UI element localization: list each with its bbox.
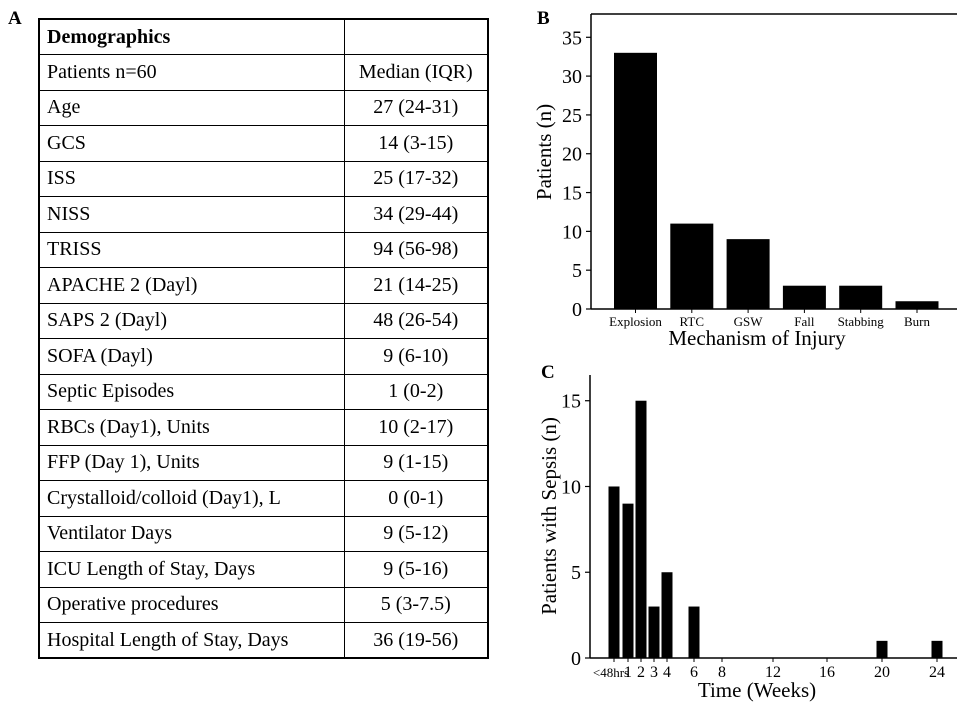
demographics-table: Demographics Patients n=60 Median (IQR) Age… (38, 18, 489, 659)
x-tick-label: 16 (819, 664, 835, 681)
row-label: GCS (38, 125, 345, 162)
x-tick-label: 24 (929, 664, 945, 681)
bar-lt-48hrs (608, 486, 620, 658)
x-tick-label: Burn (904, 314, 931, 329)
table-row: NISS 34 (29-44) (38, 196, 489, 233)
x-tick-label: Fall (794, 314, 815, 329)
row-label: Ventilator Days (38, 515, 345, 552)
table-row: Ventilator Days 9 (5-12) (38, 515, 489, 552)
bar-explosion (614, 52, 657, 309)
bar-4 (661, 572, 673, 658)
x-axis-title: Time (Weeks) (698, 678, 816, 702)
y-tick-label: 10 (562, 221, 582, 243)
y-axis-title: Patients (n) (532, 104, 556, 200)
x-tick-label: 4 (663, 664, 671, 681)
x-tick-label: 8 (718, 664, 726, 681)
y-tick-label: 20 (562, 144, 582, 166)
y-tick-label: 0 (571, 648, 581, 670)
row-value: 27 (24-31) (343, 89, 489, 126)
y-tick-label: 15 (561, 391, 581, 413)
row-value: 0 (0-1) (343, 480, 489, 517)
bar-2 (635, 400, 647, 658)
y-tick-label: 0 (572, 299, 582, 321)
table-header-title: Demographics (38, 18, 345, 55)
panel-c-letter: C (541, 362, 555, 383)
row-value: Median (IQR) (343, 54, 489, 91)
x-tick-label: Stabbing (838, 314, 885, 329)
bar-20 (876, 640, 888, 658)
bar-6 (688, 606, 700, 658)
row-label: SAPS 2 (Dayl) (38, 302, 345, 339)
bar-3 (648, 606, 660, 658)
y-tick-label: 5 (571, 562, 581, 584)
table-row: FFP (Day 1), Units 9 (1-15) (38, 444, 489, 481)
row-label: RBCs (Day1), Units (38, 409, 345, 446)
row-label: TRISS (38, 231, 345, 268)
x-tick-label: GSW (734, 314, 764, 329)
panel-b-letter: B (537, 8, 550, 29)
bar-rtc (670, 223, 714, 309)
x-tick-label: 3 (650, 664, 658, 681)
bar-24 (931, 640, 943, 658)
row-value: 9 (5-12) (343, 515, 489, 552)
table-row: GCS 14 (3-15) (38, 125, 489, 162)
table-row: Hospital Length of Stay, Days 36 (19-56) (38, 622, 489, 659)
bar-fall (782, 285, 826, 309)
x-tick-label: <48hrs (593, 665, 629, 680)
row-label: Hospital Length of Stay, Days (38, 622, 345, 659)
y-tick-label: 10 (561, 476, 581, 498)
row-value: 36 (19-56) (343, 622, 489, 659)
row-value: 48 (26-54) (343, 302, 489, 339)
table-row: APACHE 2 (Dayl) 21 (14-25) (38, 267, 489, 304)
x-tick-label: 20 (874, 664, 890, 681)
x-tick-label: 2 (637, 664, 645, 681)
y-tick-label: 15 (562, 183, 582, 205)
y-tick-label: 25 (562, 105, 582, 127)
y-tick-label: 5 (572, 260, 582, 282)
x-tick-label: Explosion (609, 314, 662, 329)
x-tick-label: 12 (765, 664, 781, 681)
table-header-row: Demographics (38, 18, 489, 55)
y-tick-label: 35 (562, 27, 582, 49)
x-axis-title: Mechanism of Injury (668, 326, 846, 350)
row-value: 21 (14-25) (343, 267, 489, 304)
x-tick-label: 6 (690, 664, 698, 681)
table-row: ISS 25 (17-32) (38, 160, 489, 197)
bar-1 (622, 503, 634, 658)
row-label: FFP (Day 1), Units (38, 444, 345, 481)
panel-a-letter: A (8, 8, 22, 29)
bar-gsw (726, 239, 770, 309)
row-label: APACHE 2 (Dayl) (38, 267, 345, 304)
table-row: Age 27 (24-31) (38, 89, 489, 126)
table-row: SAPS 2 (Dayl) 48 (26-54) (38, 302, 489, 339)
y-axis-title: Patients with Sepsis (n) (537, 417, 561, 615)
bar-stabbing (839, 285, 883, 309)
row-value: 34 (29-44) (343, 196, 489, 233)
y-tick-label: 30 (562, 66, 582, 88)
x-tick-label: 1 (624, 664, 632, 681)
row-value: 9 (1-15) (343, 444, 489, 481)
row-value: 5 (3-7.5) (343, 586, 489, 623)
x-tick-label: RTC (680, 314, 705, 329)
row-label: Septic Episodes (38, 373, 345, 410)
bar-burn (895, 301, 939, 309)
